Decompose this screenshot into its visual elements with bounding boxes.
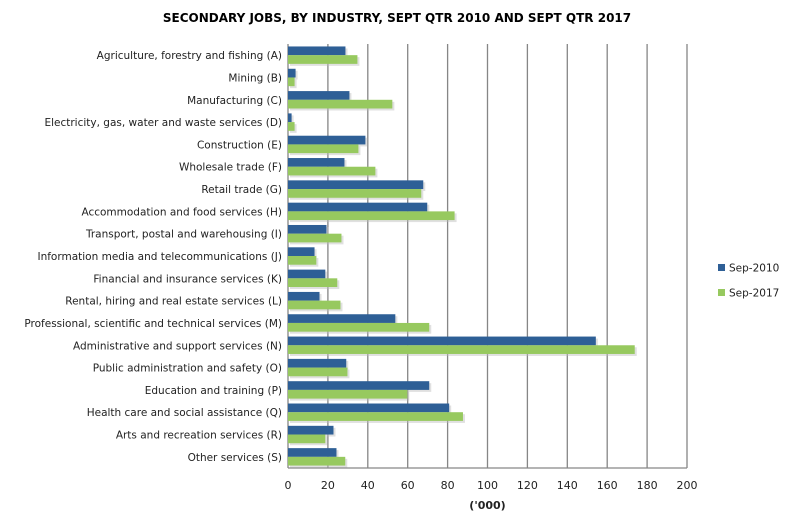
x-tick-label: 160 bbox=[597, 479, 618, 492]
bar-sep-2017 bbox=[288, 256, 317, 265]
bar-sep-2017 bbox=[288, 412, 463, 421]
x-axis-label: ('000) bbox=[469, 499, 505, 512]
bar-sep-2010 bbox=[288, 180, 424, 190]
category-label: Electricity, gas, water and waste servic… bbox=[44, 117, 282, 129]
bar-sep-2010 bbox=[288, 403, 450, 413]
bar-sep-2010 bbox=[288, 135, 366, 145]
bar-sep-2017 bbox=[288, 367, 348, 377]
category-label: Wholesale trade (F) bbox=[179, 162, 282, 174]
bar-shadow bbox=[290, 115, 294, 125]
category-label: Public administration and safety (O) bbox=[93, 363, 282, 375]
bar-sep-2017 bbox=[288, 389, 408, 399]
x-tick-label: 80 bbox=[441, 479, 455, 492]
x-tick-label: 200 bbox=[677, 479, 698, 492]
x-tick-label: 40 bbox=[361, 479, 375, 492]
category-label: Transport, postal and warehousing (I) bbox=[85, 229, 282, 241]
bar-sep-2017 bbox=[288, 122, 295, 131]
category-label: Health care and social assistance (Q) bbox=[87, 407, 282, 419]
legend-label: Sep-2010 bbox=[729, 263, 779, 275]
x-tick-label: 180 bbox=[637, 479, 658, 492]
bar-sep-2010 bbox=[288, 91, 350, 100]
bar-sep-2017 bbox=[288, 211, 455, 221]
bar-sep-2010 bbox=[288, 381, 430, 390]
bar-sep-2017 bbox=[288, 166, 376, 176]
bar-sep-2017 bbox=[288, 77, 295, 87]
category-label: Mining (B) bbox=[228, 72, 282, 84]
chart-title: SECONDARY JOBS, BY INDUSTRY, SEPT QTR 20… bbox=[162, 11, 632, 25]
bar-sep-2010 bbox=[288, 224, 327, 234]
category-label: Arts and recreation services (R) bbox=[116, 430, 282, 442]
category-label: Manufacturing (C) bbox=[187, 95, 282, 107]
category-label: Professional, scientific and technical s… bbox=[24, 318, 282, 330]
bar-sep-2010 bbox=[288, 358, 347, 368]
bar-sep-2017 bbox=[288, 144, 359, 154]
bar-sep-2010 bbox=[288, 425, 334, 435]
bar-sep-2017 bbox=[288, 55, 358, 64]
bar-sep-2017 bbox=[288, 345, 635, 354]
legend-label: Sep-2017 bbox=[729, 288, 779, 300]
bar-sep-2017 bbox=[288, 278, 338, 288]
bar-sep-2010 bbox=[288, 202, 428, 212]
bar-sep-2017 bbox=[288, 99, 393, 109]
category-label: Rental, hiring and real estate services … bbox=[65, 296, 282, 308]
category-label: Education and training (P) bbox=[145, 385, 282, 397]
x-tick-label: 20 bbox=[321, 479, 335, 492]
x-tick-label: 0 bbox=[285, 479, 292, 492]
bar-sep-2010 bbox=[288, 336, 596, 346]
category-label: Financial and insurance services (K) bbox=[93, 273, 282, 285]
bar-sep-2010 bbox=[288, 291, 320, 301]
bar-sep-2010 bbox=[288, 269, 326, 279]
bar-sep-2010 bbox=[288, 113, 292, 123]
bar-sep-2017 bbox=[288, 189, 422, 198]
category-label: Retail trade (G) bbox=[201, 184, 282, 196]
bar-sep-2010 bbox=[288, 314, 396, 323]
bar-sep-2010 bbox=[288, 247, 315, 256]
legend-swatch bbox=[718, 264, 725, 271]
category-label: Accommodation and food services (H) bbox=[81, 206, 282, 218]
bar-sep-2017 bbox=[288, 233, 342, 243]
category-label: Construction (E) bbox=[197, 139, 282, 151]
x-tick-label: 120 bbox=[517, 479, 538, 492]
bar-sep-2017 bbox=[288, 300, 341, 310]
bar-sep-2010 bbox=[288, 46, 346, 56]
x-tick-label: 60 bbox=[401, 479, 415, 492]
x-tick-label: 100 bbox=[477, 479, 498, 492]
category-label: Information media and telecommunications… bbox=[37, 251, 282, 263]
category-label: Administrative and support services (N) bbox=[73, 340, 282, 352]
bar-sep-2010 bbox=[288, 158, 345, 167]
bar-sep-2010 bbox=[288, 68, 296, 78]
category-label: Agriculture, forestry and fishing (A) bbox=[97, 50, 282, 62]
bar-sep-2017 bbox=[288, 434, 326, 444]
bar-sep-2017 bbox=[288, 456, 346, 466]
bar-sep-2010 bbox=[288, 448, 337, 457]
x-tick-label: 140 bbox=[557, 479, 578, 492]
legend-swatch bbox=[718, 289, 725, 296]
category-label: Other services (S) bbox=[188, 452, 282, 464]
bar-sep-2017 bbox=[288, 322, 430, 332]
